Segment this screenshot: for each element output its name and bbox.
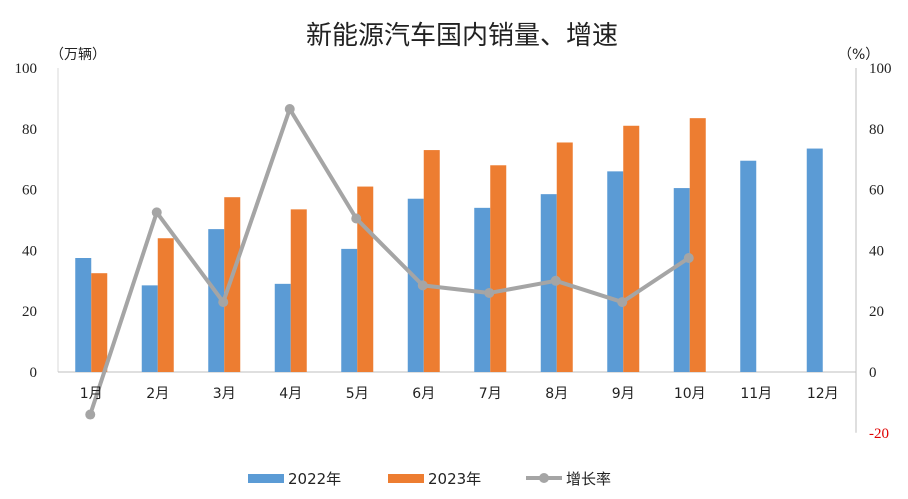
bar-2023年-9月	[623, 125, 640, 372]
growth-point-8月	[550, 275, 561, 286]
right-tick-label: 40	[869, 243, 884, 259]
left-axis-unit: （万辆）	[50, 47, 106, 63]
category-label: 7月	[479, 386, 502, 402]
left-tick-label: 0	[30, 365, 38, 381]
right-tick-label: 100	[869, 61, 892, 77]
left-tick-label: 80	[22, 122, 37, 138]
chart-title: 新能源汽车国内销量、增速	[306, 21, 618, 51]
category-label: 6月	[412, 386, 435, 402]
left-axis-ticks: 0 20 40 60 80 100	[15, 61, 38, 381]
right-tick-label: 0	[869, 365, 877, 381]
legend-label: 2023年	[428, 470, 481, 488]
bar-2023年-8月	[556, 142, 573, 372]
bar-2023年-5月	[357, 186, 374, 372]
legend-swatch-marker	[539, 473, 549, 483]
bar-2022年-2月	[141, 285, 158, 372]
growth-point-6月	[417, 280, 428, 291]
category-label: 8月	[545, 386, 568, 402]
bar-2022年-7月	[474, 207, 491, 372]
category-label: 12月	[807, 386, 839, 402]
bar-2022年-5月	[341, 248, 358, 372]
category-label: 11月	[740, 386, 772, 402]
growth-point-3月	[218, 297, 229, 308]
category-label: 2月	[146, 386, 169, 402]
right-tick-label: -20	[869, 426, 889, 442]
left-tick-label: 60	[22, 183, 37, 199]
category-label: 9月	[612, 386, 635, 402]
right-tick-label: 80	[869, 122, 884, 138]
axes	[57, 68, 857, 433]
growth-point-9月	[617, 297, 628, 308]
left-tick-label: 20	[22, 304, 37, 320]
bar-2023年-6月	[423, 150, 440, 372]
category-label: 5月	[346, 386, 369, 402]
bar-2023年-1月	[91, 273, 108, 372]
growth-point-1月	[85, 409, 96, 420]
growth-point-5月	[351, 213, 362, 224]
left-tick-label: 100	[15, 61, 38, 77]
growth-point-4月	[284, 104, 295, 115]
growth-line	[85, 104, 694, 420]
legend: 2022年 2023年 增长率	[248, 470, 611, 488]
bar-2022年-10月	[673, 188, 690, 372]
bar-2022年-3月	[208, 229, 225, 372]
bar-2023年-2月	[157, 238, 174, 372]
legend-label: 增长率	[566, 470, 611, 488]
legend-swatch-2022年	[248, 474, 284, 483]
legend-label: 2022年	[288, 470, 341, 488]
right-tick-label: 60	[869, 183, 884, 199]
category-label: 10月	[674, 386, 706, 402]
bar-2022年-12月	[806, 148, 823, 372]
category-labels: 1月 2月 3月 4月 5月 6月 7月 8月 9月 10月 11月 12月	[80, 386, 839, 402]
bar-2022年-9月	[607, 171, 624, 372]
growth-point-10月	[683, 253, 694, 263]
legend-swatch-2023年	[388, 474, 424, 483]
bar-2022年-4月	[274, 283, 291, 372]
right-tick-label: 20	[869, 304, 884, 320]
category-label: 1月	[80, 386, 103, 402]
growth-point-7月	[484, 287, 495, 298]
right-axis-ticks: -20 0 20 40 60 80 100	[869, 61, 892, 442]
bar-2022年-6月	[407, 198, 424, 372]
bar-marks	[75, 118, 823, 372]
growth-rate-line	[88, 107, 690, 416]
bar-2022年-11月	[740, 160, 757, 372]
growth-point-2月	[151, 207, 162, 218]
bar-2023年-10月	[689, 118, 706, 372]
bar-2023年-7月	[490, 165, 507, 372]
right-axis-unit: （%）	[838, 47, 879, 63]
bar-2022年-1月	[75, 258, 92, 372]
bar-2023年-4月	[290, 209, 307, 372]
left-tick-label: 40	[22, 243, 37, 259]
category-label: 3月	[213, 386, 236, 402]
category-label: 4月	[279, 386, 302, 402]
bar-2023年-3月	[224, 197, 241, 372]
